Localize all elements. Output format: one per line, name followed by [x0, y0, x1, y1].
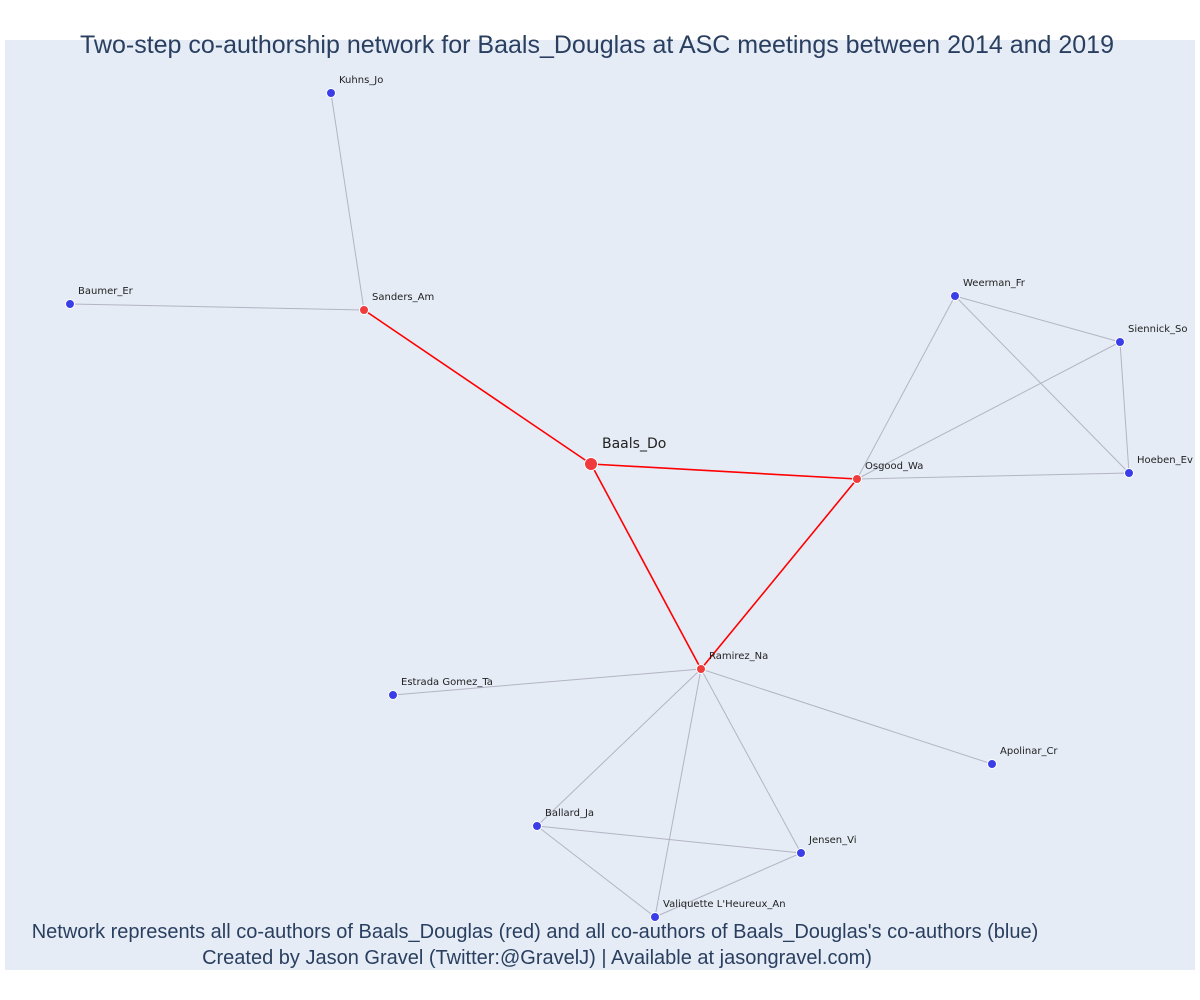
node-label-ramirez-na: Ramirez_Na — [709, 651, 768, 662]
edge-osgood-wa-ramirez-na — [700, 478, 858, 670]
node-hoeben-ev[interactable] — [1124, 468, 1134, 478]
node-kuhns-jo[interactable] — [326, 88, 336, 98]
edge-ramirez-na-estrada-gomez-ta — [392, 668, 702, 696]
plot-background — [5, 40, 1195, 970]
node-sanders-am[interactable] — [359, 305, 369, 315]
node-osgood-wa[interactable] — [852, 474, 862, 484]
edge-sanders-am-kuhns-jo — [330, 92, 365, 311]
node-label-estrada-gomez-ta: Estrada Gomez_Ta — [401, 677, 493, 688]
edge-weerman-fr-siennick-so — [954, 295, 1121, 343]
node-siennick-so[interactable] — [1115, 337, 1125, 347]
node-label-baals-do: Baals_Do — [602, 436, 666, 452]
edge-osgood-wa-weerman-fr — [856, 295, 956, 480]
node-label-kuhns-jo: Kuhns_Jo — [339, 75, 383, 86]
node-apolinar-cr[interactable] — [987, 759, 997, 769]
edges-layer — [69, 92, 1130, 918]
nodes-layer — [65, 88, 1134, 922]
edge-osgood-wa-siennick-so — [856, 341, 1121, 480]
caption-line-1: Network represents all co-authors of Baa… — [32, 921, 1039, 943]
node-baumer-er[interactable] — [65, 299, 75, 309]
edge-sanders-am-baumer-er — [69, 303, 365, 311]
edge-ramirez-na-apolinar-cr — [700, 668, 993, 765]
node-ballard-ja[interactable] — [532, 821, 542, 831]
node-label-jensen-vi: Jensen_Vi — [808, 835, 857, 846]
node-jensen-vi[interactable] — [796, 848, 806, 858]
node-weerman-fr[interactable] — [950, 291, 960, 301]
figure-title: Two-step co-authorship network for Baals… — [80, 31, 1114, 59]
edge-ramirez-na-jensen-vi — [700, 668, 802, 854]
edge-ballard-ja-jensen-vi — [536, 825, 802, 854]
edge-jensen-vi-valiquette-l-heureux-an — [654, 852, 802, 918]
node-label-weerman-fr: Weerman_Fr — [963, 278, 1026, 289]
node-label-valiquette-l-heureux-an: Valiquette L'Heureux_An — [663, 899, 786, 910]
node-ramirez-na[interactable] — [696, 664, 706, 674]
edge-baals-do-sanders-am — [363, 309, 592, 465]
node-label-sanders-am: Sanders_Am — [372, 292, 434, 303]
caption-line-2: Created by Jason Gravel (Twitter:@Gravel… — [202, 947, 872, 969]
edge-ramirez-na-ballard-ja — [536, 668, 702, 827]
edge-osgood-wa-hoeben-ev — [856, 472, 1130, 480]
node-estrada-gomez-ta[interactable] — [388, 690, 398, 700]
node-label-hoeben-ev: Hoeben_Ev — [1137, 455, 1193, 466]
node-baals-do[interactable] — [584, 457, 598, 471]
node-label-ballard-ja: Ballard_Ja — [545, 808, 594, 819]
node-label-osgood-wa: Osgood_Wa — [865, 461, 923, 472]
edge-baals-do-ramirez-na — [590, 463, 702, 670]
node-valiquette-l-heureux-an[interactable] — [650, 912, 660, 922]
labels-layer: Baals_Do Sanders_Am Osgood_Wa Ramirez_Na Kuh… — [78, 75, 1193, 910]
edge-baals-do-osgood-wa — [590, 463, 858, 480]
edge-weerman-fr-hoeben-ev — [954, 295, 1130, 474]
edge-ballard-ja-valiquette-l-heureux-an — [536, 825, 656, 918]
node-label-apolinar-cr: Apolinar_Cr — [1000, 746, 1058, 757]
node-label-siennick-so: Siennick_So — [1128, 324, 1188, 335]
edge-siennick-so-hoeben-ev — [1119, 341, 1130, 474]
edge-ramirez-na-valiquette-l-heureux-an — [654, 668, 702, 918]
node-label-baumer-er: Baumer_Er — [78, 286, 134, 297]
